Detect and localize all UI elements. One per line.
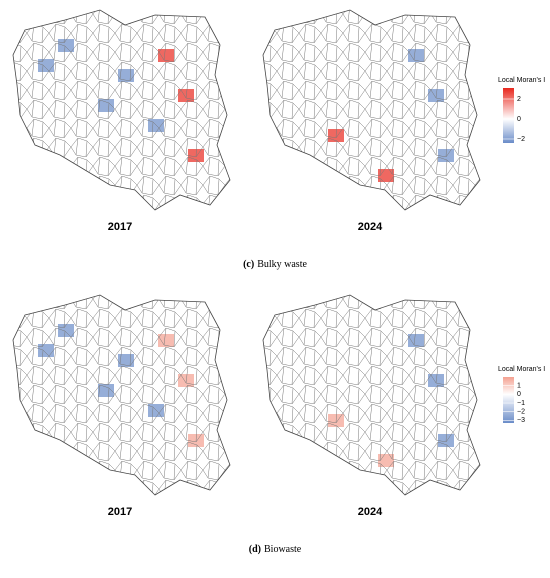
legend-title: Local Moran's I	[498, 366, 545, 373]
districts	[13, 10, 230, 210]
district-borders	[13, 10, 230, 210]
caption-letter: (c)	[243, 259, 254, 270]
legend-title: Local Moran's I	[498, 77, 545, 84]
district-borders	[13, 295, 230, 495]
districts	[263, 295, 480, 495]
caption-text: Bulky waste	[257, 259, 307, 270]
legend-tick-label: 1	[517, 383, 521, 390]
district-borders	[263, 10, 480, 210]
year-label: 2024	[358, 506, 383, 518]
year-label: 2024	[358, 221, 383, 233]
map	[12, 294, 231, 496]
districts	[263, 10, 480, 210]
caption-text: Biowaste	[264, 544, 302, 555]
legend-tick-label: 0	[517, 391, 521, 398]
legend-tick-label: −2	[517, 409, 525, 416]
legend-tick-label: 0	[517, 116, 521, 123]
map	[262, 9, 481, 211]
legend-tick-label: −2	[517, 136, 525, 143]
color-bar	[503, 88, 514, 143]
districts	[13, 295, 230, 495]
legend-tick-label: 2	[517, 96, 521, 103]
map	[262, 294, 481, 496]
district-borders	[263, 295, 480, 495]
map	[12, 9, 231, 211]
legend-tick-label: −1	[517, 400, 525, 407]
year-label: 2017	[108, 506, 132, 518]
legend-tick-label: −3	[517, 417, 525, 424]
caption: (d) Biowaste	[249, 544, 302, 555]
year-label: 2017	[108, 221, 132, 233]
caption: (c) Bulky waste	[243, 259, 307, 270]
caption-letter: (d)	[249, 544, 261, 555]
color-bar	[503, 377, 514, 423]
